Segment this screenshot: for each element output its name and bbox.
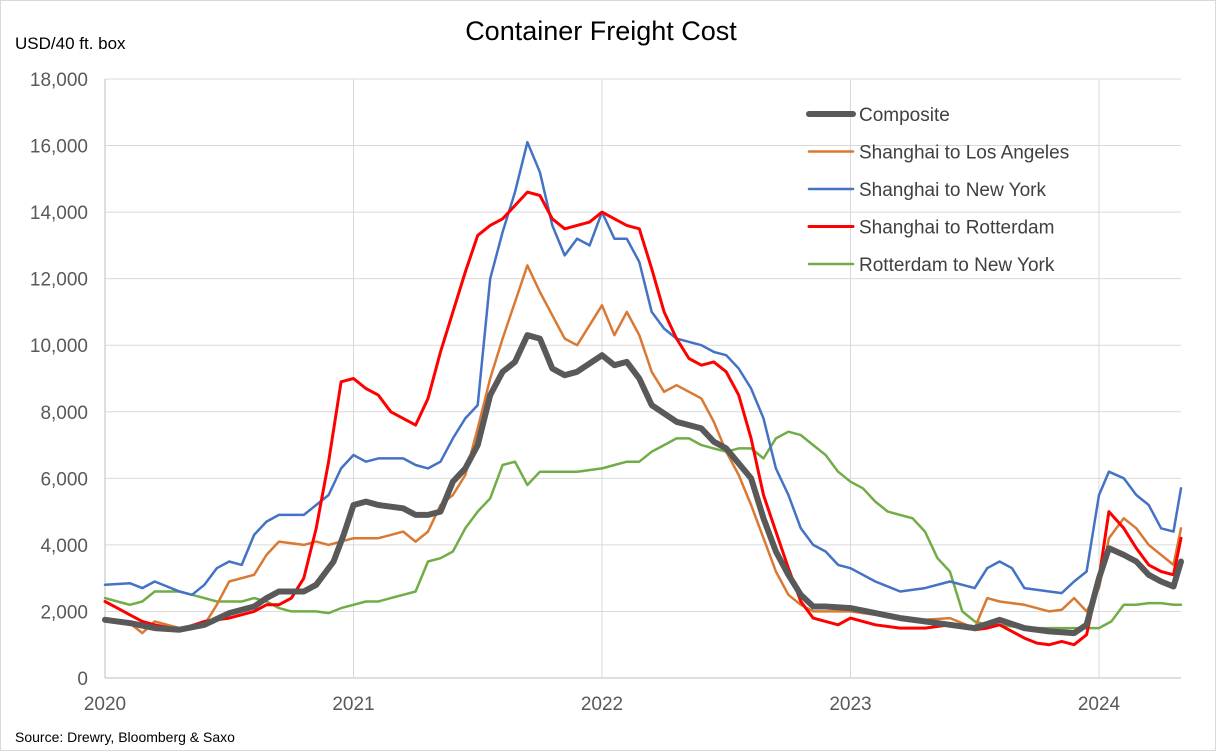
x-tick-label: 2023 <box>829 694 871 715</box>
y-tick-label: 6,000 <box>40 469 88 490</box>
legend-label: Rotterdam to New York <box>859 255 1055 276</box>
y-tick-label: 2,000 <box>40 602 88 623</box>
y-tick-label: 14,000 <box>30 203 88 224</box>
y-axis-unit-label: USD/40 ft. box <box>15 34 126 53</box>
legend-label: Shanghai to New York <box>859 180 1046 201</box>
source-note: Source: Drewry, Bloomberg & Saxo <box>15 729 235 745</box>
x-tick-label: 2022 <box>581 694 623 715</box>
y-tick-label: 8,000 <box>40 403 88 424</box>
legend-label: Shanghai to Los Angeles <box>859 143 1069 164</box>
x-axis-ticks: 2020 2021 2022 2023 2024 <box>84 694 1121 715</box>
gridlines <box>104 78 1181 679</box>
series-lines <box>102 140 1184 647</box>
series-line-shanghai-to-rotterdam <box>103 190 1183 647</box>
y-tick-label: 4,000 <box>40 536 88 557</box>
legend-label: Composite <box>859 105 950 126</box>
y-axis-ticks: 0 2,000 4,000 6,000 8,000 10,000 12,000 14,000 1… <box>30 70 88 690</box>
y-tick-label: 10,000 <box>30 336 88 357</box>
y-tick-label: 12,000 <box>30 270 88 291</box>
series-line-rotterdam-to-new-york <box>103 430 1183 630</box>
y-tick-label: 18,000 <box>30 70 88 91</box>
legend-label: Shanghai to Rotterdam <box>859 218 1054 239</box>
y-tick-label: 0 <box>77 669 88 690</box>
y-tick-label: 16,000 <box>30 137 88 158</box>
chart-title: Container Freight Cost <box>465 16 737 46</box>
x-tick-label: 2021 <box>332 694 374 715</box>
series-line-shanghai-to-los-angeles <box>103 264 1183 635</box>
series-line-shanghai-to-new-york <box>103 140 1183 597</box>
legend: Composite Shanghai to Los Angeles Shanghai… <box>806 105 1069 276</box>
x-tick-label: 2020 <box>84 694 126 715</box>
x-tick-label: 2024 <box>1078 694 1121 715</box>
series-line-composite <box>102 332 1184 637</box>
